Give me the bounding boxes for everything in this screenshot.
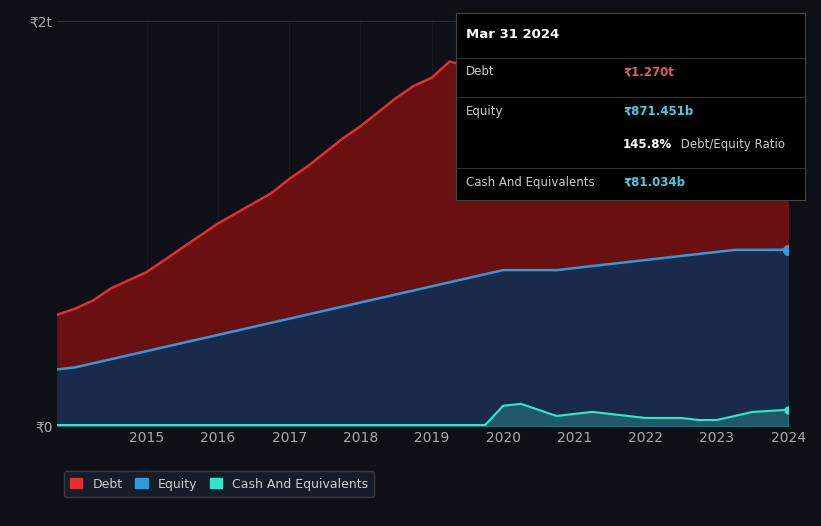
Text: Equity: Equity <box>466 105 503 118</box>
Text: Mar 31 2024: Mar 31 2024 <box>466 28 559 41</box>
Text: 145.8%: 145.8% <box>623 138 672 151</box>
Text: Debt/Equity Ratio: Debt/Equity Ratio <box>677 138 785 151</box>
Text: ₹1.270t: ₹1.270t <box>623 65 674 78</box>
Text: ₹871.451b: ₹871.451b <box>623 105 694 118</box>
Legend: Debt, Equity, Cash And Equivalents: Debt, Equity, Cash And Equivalents <box>64 471 374 497</box>
Text: ₹81.034b: ₹81.034b <box>623 176 686 189</box>
Text: Debt: Debt <box>466 65 495 78</box>
Text: Cash And Equivalents: Cash And Equivalents <box>466 176 594 189</box>
